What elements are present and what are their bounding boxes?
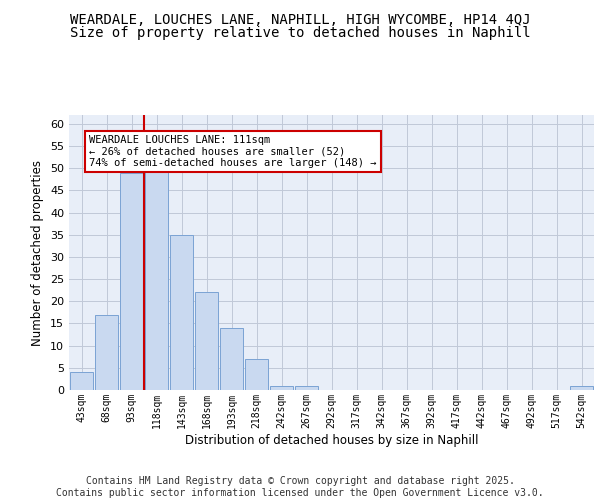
Y-axis label: Number of detached properties: Number of detached properties [31,160,44,346]
Bar [145,168,168,390]
Text: WEARDALE LOUCHES LANE: 111sqm
← 26% of detached houses are smaller (52)
74% of s: WEARDALE LOUCHES LANE: 111sqm ← 26% of d… [89,135,377,168]
Bar [295,386,318,390]
Bar [220,328,243,390]
Bar [170,235,193,390]
Bar [70,372,93,390]
Bar [570,386,593,390]
X-axis label: Distribution of detached houses by size in Naphill: Distribution of detached houses by size … [185,434,478,446]
Text: WEARDALE, LOUCHES LANE, NAPHILL, HIGH WYCOMBE, HP14 4QJ: WEARDALE, LOUCHES LANE, NAPHILL, HIGH WY… [70,12,530,26]
Text: Contains HM Land Registry data © Crown copyright and database right 2025.
Contai: Contains HM Land Registry data © Crown c… [56,476,544,498]
Bar [95,314,118,390]
Bar [245,359,268,390]
Bar [195,292,218,390]
Bar [270,386,293,390]
Text: Size of property relative to detached houses in Naphill: Size of property relative to detached ho… [70,26,530,40]
Bar [120,172,143,390]
